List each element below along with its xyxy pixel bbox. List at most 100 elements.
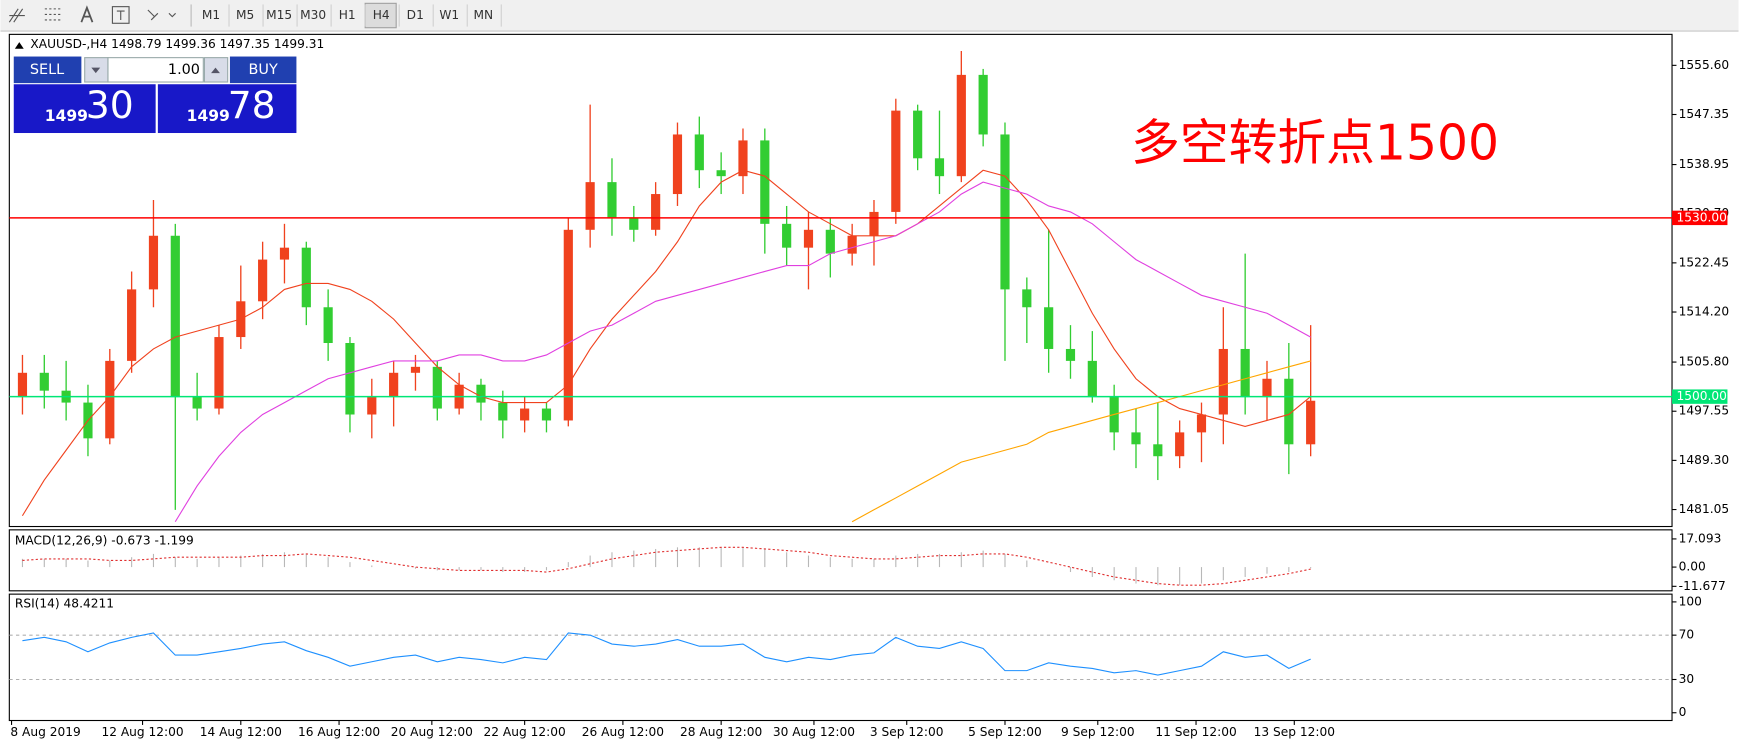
x-tick-label: 3 Sep 12:00 (870, 725, 944, 739)
y-tick-label: 0 (1679, 705, 1687, 719)
candle-body (301, 247, 311, 308)
timeframe-button[interactable]: W1 (439, 8, 459, 22)
candle-body (1284, 378, 1294, 445)
candle-body (585, 182, 595, 230)
x-tick-label: 20 Aug 12:00 (391, 725, 473, 739)
buy-price-big: 78 (228, 83, 276, 127)
lot-input[interactable] (107, 57, 204, 83)
candle-body (651, 194, 661, 230)
y-tick-label: 1514.20 (1679, 305, 1729, 319)
candle-body (760, 140, 770, 224)
sell-price-pips: 1499 (45, 107, 88, 125)
candle-body (105, 360, 115, 439)
icon-lines[interactable] (44, 8, 63, 21)
y-tick-label: 0.00 (1679, 560, 1706, 574)
y-tick-label: 17.093 (1679, 531, 1722, 545)
price-label: 1500.00 (1676, 389, 1726, 403)
moving-average (174, 181, 1311, 523)
candle-body (1044, 307, 1054, 349)
timeframe-button[interactable]: M1 (202, 8, 220, 22)
x-tick-label: 13 Sep 12:00 (1254, 725, 1335, 739)
candle-body (1131, 432, 1141, 445)
candle-body (214, 337, 224, 409)
icon-arrows[interactable] (147, 9, 176, 21)
x-tick-label: 22 Aug 12:00 (484, 725, 566, 739)
x-tick-label: 30 Aug 12:00 (773, 725, 855, 739)
candle-body (563, 229, 573, 421)
y-tick-label: 100 (1679, 594, 1702, 608)
candle-body (39, 372, 49, 391)
icon-text[interactable] (80, 5, 94, 23)
candle-body (127, 289, 137, 361)
buy-price-pips: 1499 (187, 107, 230, 125)
candle-body (1196, 414, 1207, 433)
one-click-trading: SELL 1.00 BUY 1499 30 1499 78 (13, 56, 297, 134)
toolbar-icons[interactable] (8, 4, 192, 27)
icon-label[interactable] (111, 6, 130, 24)
candle-body (782, 223, 792, 248)
chart-header: XAUUSD-,H4 1498.79 1499.36 1497.35 1499.… (30, 37, 324, 51)
candle-body (934, 158, 945, 177)
rsi-title: RSI(14) 48.4211 (15, 597, 114, 611)
sell-price-box[interactable] (13, 84, 156, 134)
timeframe-button[interactable]: MN (473, 8, 493, 22)
y-tick-label: 1522.45 (1679, 255, 1729, 269)
candle-body (956, 74, 966, 177)
icon-tool[interactable] (8, 8, 25, 23)
candle-body (323, 307, 333, 344)
candle-body (913, 110, 923, 159)
candle-body (1153, 444, 1163, 457)
lot-value[interactable]: 1.00 (168, 62, 200, 78)
icon-label-t[interactable] (116, 10, 125, 20)
timeframe-button[interactable]: H1 (339, 8, 356, 22)
sell-button[interactable] (13, 56, 82, 84)
x-tick-label: 14 Aug 12:00 (200, 725, 282, 739)
candle-body (1022, 289, 1032, 308)
buy-button[interactable] (229, 56, 297, 84)
main-panel (8, 33, 1673, 528)
rsi-line (22, 632, 1311, 676)
candle-body (17, 372, 28, 397)
x-tick-label: 9 Sep 12:00 (1061, 725, 1135, 739)
candle-body (1175, 432, 1185, 457)
x-tick-label: 16 Aug 12:00 (298, 725, 380, 739)
buy-price-box[interactable] (157, 84, 297, 134)
price-label: 1530.00 (1676, 210, 1726, 224)
candle-body (520, 408, 530, 421)
x-tick-label: 28 Aug 12:00 (680, 725, 762, 739)
y-tick-label: 70 (1679, 628, 1695, 642)
collapse-arrow[interactable] (14, 42, 24, 49)
y-tick-label: 1538.95 (1679, 157, 1729, 171)
sell-price-big: 30 (86, 83, 134, 127)
candle-body (541, 408, 552, 421)
candle-body (1306, 400, 1316, 445)
candle-body (891, 110, 901, 212)
candle-body (1218, 348, 1228, 415)
candle-body (1087, 360, 1097, 397)
timeframes: M1 M5 M15 M30 H1 H4 D1 W1 MN (202, 4, 502, 27)
rsi-panel (8, 593, 1673, 722)
macd-panel (8, 529, 1673, 592)
timeframe-button[interactable]: M30 (300, 8, 326, 22)
timeframe-button[interactable]: D1 (407, 8, 424, 22)
sell-label[interactable]: SELL (30, 62, 64, 78)
candle-body (803, 229, 814, 248)
candle-body (672, 134, 683, 195)
arrow-up (211, 67, 220, 74)
candle-body (1000, 134, 1010, 290)
timeframe-button[interactable]: H4 (373, 8, 390, 22)
timeframe-button[interactable]: M5 (236, 8, 254, 22)
y-tick-label: 1505.80 (1679, 355, 1729, 369)
timeframe-button[interactable]: M15 (266, 8, 292, 22)
moving-average (21, 169, 1312, 517)
moving-average (851, 360, 1311, 523)
macd-signal (22, 546, 1311, 586)
buy-label[interactable]: BUY (249, 62, 278, 78)
candle-body (367, 396, 377, 415)
annotation: 多空转折点1500 (1131, 114, 1499, 171)
candle-body (694, 134, 704, 171)
y-tick-label: 1555.60 (1679, 58, 1729, 72)
candle-body (847, 235, 857, 254)
